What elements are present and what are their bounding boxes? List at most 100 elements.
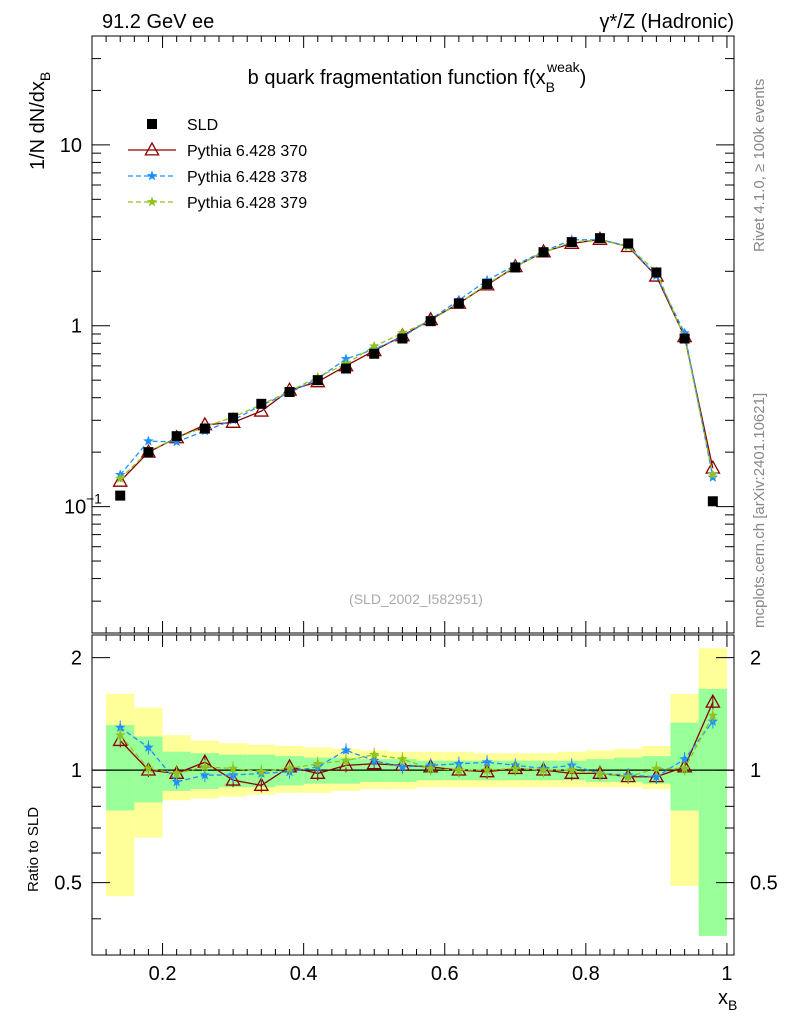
sld-point-1 <box>143 447 154 458</box>
ratio-line-1 <box>119 721 714 783</box>
sld-point-15 <box>538 247 549 258</box>
ratio-1-point-1 <box>143 742 154 752</box>
ratio-tick-label-left-2: 2 <box>71 648 82 670</box>
ratio-0-point-8 <box>338 757 354 771</box>
x-tick-label-0: 0.2 <box>149 963 177 985</box>
ratio-2-point-8 <box>340 755 352 766</box>
ratio-1-point-8 <box>340 744 352 755</box>
x-axis-label: xB <box>718 987 737 1013</box>
ratio-0-point-0 <box>112 732 128 747</box>
ratio-0-point-21 <box>705 693 721 708</box>
chart-title: b quark fragmentation function f(xBweak) <box>248 59 587 95</box>
y-tick-label-2: 10 <box>60 135 82 157</box>
ratio-0-point-5 <box>253 777 270 791</box>
ratio-2-point-9 <box>369 749 380 760</box>
ratio-1-point-13 <box>481 756 493 767</box>
series-1-point-1 <box>143 435 154 446</box>
ratio-1-point-20 <box>679 753 690 764</box>
legend-sld-label: SLD <box>187 117 218 134</box>
series-2-point-21 <box>707 469 719 480</box>
sld-point-17 <box>594 233 605 244</box>
sld-point-13 <box>482 279 493 290</box>
series-line-2 <box>119 239 714 479</box>
sld-point-12 <box>453 298 464 309</box>
ratio-tick-label-right-2: 2 <box>750 648 761 670</box>
ratio-2-point-19 <box>651 763 662 773</box>
ratio-2-point-2 <box>171 767 182 778</box>
sld-point-4 <box>228 412 239 423</box>
ratio-2-point-4 <box>227 763 239 773</box>
analysis-tag: (SLD_2002_I582951) <box>349 591 483 607</box>
sld-point-0 <box>115 490 126 501</box>
ratio-tick-label-left-1: 1 <box>71 760 82 782</box>
series-2-point-9 <box>369 340 380 351</box>
sld-point-10 <box>397 333 408 344</box>
data-series <box>112 231 721 793</box>
ratio-uncertainty-bands <box>92 648 734 936</box>
ratio-tick-label-right-0: 0.5 <box>750 873 778 895</box>
ratio-2-point-10 <box>397 753 408 764</box>
ratio-2-point-1 <box>143 763 154 773</box>
ratio-2-point-14 <box>510 763 521 773</box>
legend-label-2: Pythia 6.428 379 <box>187 195 307 212</box>
ratio-tick-label-right-1: 1 <box>750 760 761 782</box>
ratio-0-point-7 <box>310 765 326 779</box>
sld-point-3 <box>199 423 210 434</box>
legend: SLD Pythia 6.428 370 Pythia 6.428 378 Pythi… <box>128 117 307 212</box>
ratio-2-point-5 <box>256 766 267 777</box>
sld-point-18 <box>623 238 634 249</box>
legend-label-1: Pythia 6.428 378 <box>187 169 307 186</box>
y-tick-label-0: 10 <box>64 497 86 519</box>
ratio-2-point-15 <box>538 764 549 775</box>
y-axis-label: 1/N dN/dxB <box>27 72 53 170</box>
ratio-2-point-17 <box>594 767 606 778</box>
sld-point-16 <box>566 237 577 248</box>
series-2-point-0 <box>115 473 126 483</box>
ratio-2-point-7 <box>312 758 323 769</box>
ratio-2-point-13 <box>481 764 493 775</box>
mcplots-label: mcplots.cern.ch [arXiv:2401.10621] <box>751 393 768 628</box>
ratio-plot-frame <box>91 634 735 956</box>
ratio-2-point-0 <box>115 729 126 740</box>
sld-point-7 <box>312 375 323 386</box>
legend-marker-2 <box>146 196 158 207</box>
ratio-line-2 <box>119 715 714 778</box>
ratio-1-point-19 <box>651 771 662 782</box>
y-tick-label-1: 1 <box>71 316 82 338</box>
y-tick-label-0-exp: −1 <box>86 491 102 507</box>
sld-point-20 <box>679 333 690 344</box>
ratio-2-point-16 <box>566 764 577 775</box>
legend-sld-marker <box>147 119 157 129</box>
x-tick-label-3: 0.8 <box>572 963 600 985</box>
ratio-1-point-3 <box>199 769 211 780</box>
series-1-point-9 <box>369 343 380 354</box>
sld-point-19 <box>651 267 662 278</box>
sld-point-14 <box>510 262 521 273</box>
series-0-point-0 <box>112 472 128 487</box>
ratio-2-point-6 <box>284 763 295 773</box>
ratio-2-point-21 <box>707 710 719 720</box>
ratio-2-point-11 <box>425 763 436 773</box>
x-tick-label-1: 0.4 <box>290 963 318 985</box>
ratio-0-point-9 <box>366 755 382 770</box>
series-1-point-8 <box>340 353 352 364</box>
header-process: γ*/Z (Hadronic) <box>600 11 734 33</box>
x-tick-label-2: 0.6 <box>431 963 459 985</box>
series-2-point-8 <box>340 358 352 369</box>
ratio-1-point-0 <box>115 722 126 732</box>
sld-point-11 <box>425 316 436 327</box>
legend-label-0: Pythia 6.428 370 <box>187 143 307 160</box>
rivet-label: Rivet 4.1.0, ≥ 100k events <box>751 79 768 252</box>
ratio-tick-label-left-0: 0.5 <box>54 873 82 895</box>
legend-marker-1 <box>146 170 158 181</box>
ratio-1-point-2 <box>171 776 182 787</box>
sld-point-8 <box>340 363 351 374</box>
sld-point-6 <box>284 387 295 398</box>
ratio-2-point-18 <box>622 771 634 782</box>
x-tick-label-4: 1 <box>721 963 732 985</box>
header-energy: 91.2 GeV ee <box>102 11 214 33</box>
sld-point-21 <box>707 496 718 507</box>
legend-marker-0 <box>144 141 160 156</box>
